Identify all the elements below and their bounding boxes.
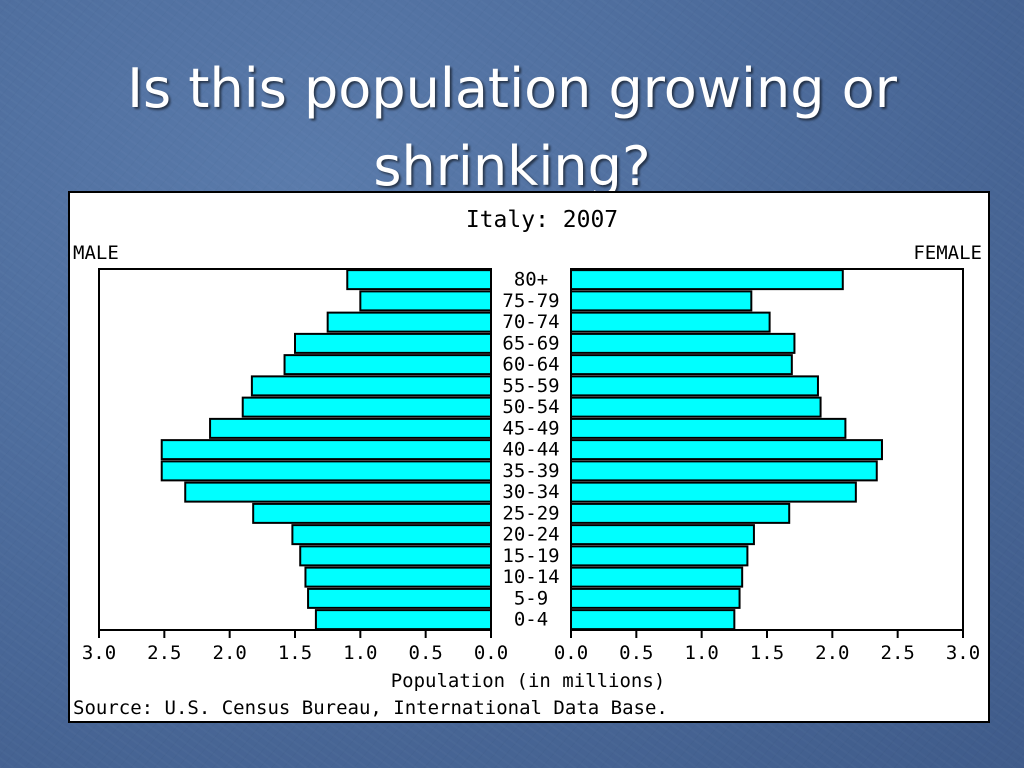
male-tick-label: 0.0 xyxy=(474,642,508,664)
male-bar xyxy=(359,290,493,312)
age-group-label: 55-59 xyxy=(502,375,559,397)
age-group-label: 50-54 xyxy=(502,396,559,418)
chart-frame: Italy: 2007 MALE FEMALE 80+ 75-79 70-74 65-… xyxy=(68,191,990,723)
male-bar xyxy=(250,375,492,397)
slide-title-line-1: Is this population growing or xyxy=(127,57,897,120)
male-bar xyxy=(307,587,492,609)
age-group-label: 5-9 xyxy=(514,587,548,609)
male-bar xyxy=(314,609,492,631)
female-bar xyxy=(570,290,753,312)
age-group-labels: 80+75-7970-7465-6960-6455-5950-5445-4940… xyxy=(502,269,559,631)
female-bar xyxy=(570,566,744,588)
female-bar xyxy=(570,269,844,291)
female-bar xyxy=(570,396,822,418)
female-bar xyxy=(570,524,755,546)
female-tick-label: 1.5 xyxy=(750,642,784,664)
female-bar xyxy=(570,502,791,524)
female-bar xyxy=(570,587,741,609)
male-bar xyxy=(294,332,492,354)
male-bar xyxy=(252,502,492,524)
male-bar xyxy=(283,354,492,376)
age-group-label: 75-79 xyxy=(502,290,559,312)
male-bar xyxy=(160,460,492,482)
source-note: Source: U.S. Census Bureau, Internationa… xyxy=(73,697,668,719)
age-group-label: 60-64 xyxy=(502,354,559,376)
bars-group xyxy=(160,269,883,631)
age-group-label: 45-49 xyxy=(502,417,559,439)
slide-title: Is this population growing or shrinking? xyxy=(0,50,1024,206)
age-group-label: 25-29 xyxy=(502,502,559,524)
male-bar xyxy=(209,417,492,439)
population-pyramid-chart: Italy: 2007 MALE FEMALE 80+75-7970-7465-… xyxy=(73,207,982,719)
male-label: MALE xyxy=(73,242,119,264)
female-bar xyxy=(570,417,847,439)
male-bar xyxy=(346,269,492,291)
female-tick-label: 3.0 xyxy=(946,642,980,664)
male-bar xyxy=(160,439,492,461)
age-group-label: 20-24 xyxy=(502,524,559,546)
male-tick-label: 0.5 xyxy=(409,642,443,664)
x-axis-label: Population (in millions) xyxy=(391,670,666,692)
female-bar xyxy=(570,375,819,397)
male-tick-label: 1.5 xyxy=(278,642,312,664)
male-tick-label: 1.0 xyxy=(343,642,377,664)
male-tick-label: 2.5 xyxy=(147,642,181,664)
slide-title-line-2: shrinking? xyxy=(373,135,651,198)
female-bar xyxy=(570,332,796,354)
age-group-label: 70-74 xyxy=(502,311,559,333)
x-axis-ticks: 0.0 0.0 0.5 0.5 1.0 1.0 1.5 1.5 2.0 2.0 2.5 2.5 3.0 3… xyxy=(82,630,980,664)
female-bar xyxy=(570,481,857,503)
female-bar xyxy=(570,311,771,333)
age-group-label: 80+ xyxy=(514,269,548,291)
male-bar xyxy=(291,524,492,546)
age-group-label: 30-34 xyxy=(502,481,559,503)
female-label: FEMALE xyxy=(913,242,982,264)
age-group-label: 0-4 xyxy=(514,609,548,631)
male-bar xyxy=(184,481,493,503)
age-group-label: 10-14 xyxy=(502,566,559,588)
male-tick-label: 2.0 xyxy=(213,642,247,664)
male-bar xyxy=(241,396,492,418)
age-group-label: 35-39 xyxy=(502,460,559,482)
female-bar xyxy=(570,354,793,376)
female-tick-label: 2.5 xyxy=(881,642,915,664)
age-group-label: 40-44 xyxy=(502,439,559,461)
female-bar xyxy=(570,609,736,631)
male-bar xyxy=(304,566,492,588)
female-bar xyxy=(570,460,878,482)
female-bar xyxy=(570,545,749,567)
female-tick-label: 1.0 xyxy=(685,642,719,664)
age-group-label: 65-69 xyxy=(502,332,559,354)
female-bar xyxy=(570,439,883,461)
age-group-label: 15-19 xyxy=(502,545,559,567)
female-tick-label: 2.0 xyxy=(815,642,849,664)
male-bar xyxy=(299,545,492,567)
male-bar xyxy=(326,311,492,333)
male-tick-label: 3.0 xyxy=(82,642,116,664)
female-tick-label: 0.5 xyxy=(619,642,653,664)
chart-title: Italy: 2007 xyxy=(466,207,618,233)
female-tick-label: 0.0 xyxy=(554,642,588,664)
